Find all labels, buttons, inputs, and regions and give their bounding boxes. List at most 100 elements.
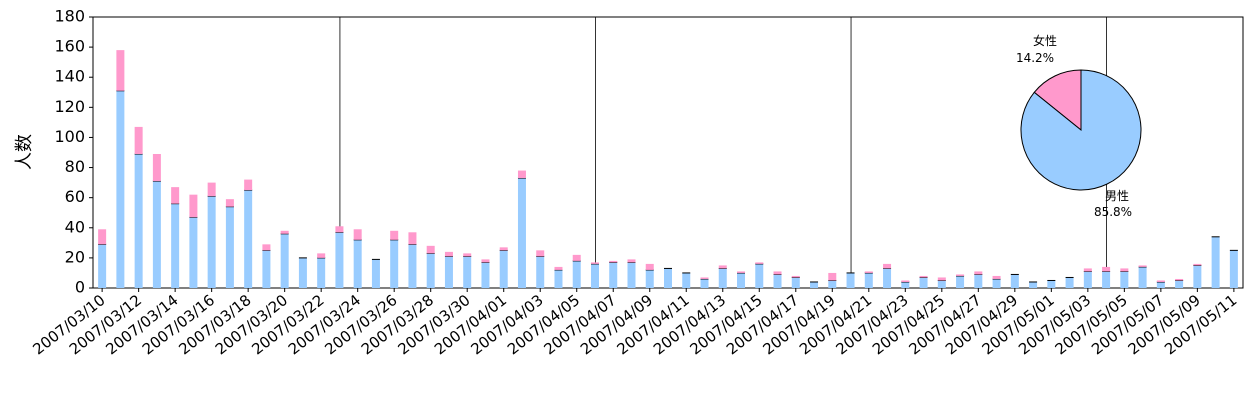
bar-segment: [171, 203, 180, 288]
bar-segment: [353, 239, 362, 288]
bar-segment: [919, 277, 928, 288]
bar-segment: [901, 281, 910, 288]
bar-segment: [1175, 280, 1184, 288]
bar-segment: [846, 272, 855, 288]
y-tick-label: 160: [54, 37, 85, 56]
bar-segment: [718, 265, 727, 269]
y-tick-label: 180: [54, 7, 85, 26]
bar-segment: [883, 263, 892, 269]
bar-segment: [627, 259, 636, 263]
bar-segment: [864, 272, 873, 288]
bar-segment: [171, 187, 180, 204]
bar-segment: [572, 260, 581, 288]
bar-segment: [737, 272, 746, 288]
y-tick-label: 80: [65, 157, 85, 176]
bar-segment: [98, 244, 107, 288]
bar-segment: [590, 263, 599, 288]
bar-segment: [335, 226, 344, 233]
bar-segment: [1138, 266, 1147, 288]
bar-segment: [353, 229, 362, 240]
bar-segment: [1102, 266, 1111, 272]
bar-segment: [700, 278, 709, 288]
y-tick-label: 40: [65, 217, 85, 236]
bar-segment: [426, 253, 435, 288]
bar-segment: [408, 244, 417, 288]
pie-slice: [1020, 69, 1142, 191]
bar-segment: [1138, 265, 1147, 267]
bar-segment: [937, 277, 946, 281]
bar-segment: [609, 260, 618, 263]
bar-segment: [974, 271, 983, 275]
y-axis-label: 人数: [14, 134, 35, 170]
bar-segment: [444, 251, 453, 257]
bar-segment: [116, 90, 125, 289]
bar-segment: [590, 262, 599, 264]
bar-segment: [1229, 250, 1238, 288]
bar-segment: [536, 250, 545, 257]
bar-segment: [1010, 274, 1019, 288]
bar-segment: [152, 154, 161, 182]
y-tick-label: 100: [54, 127, 85, 146]
bar-segment: [152, 181, 161, 288]
bar-segment: [554, 269, 563, 288]
bar-segment: [207, 196, 216, 288]
bar-segment: [718, 268, 727, 288]
bar-segment: [1193, 263, 1202, 266]
bar-segment: [499, 250, 508, 288]
bar-segment: [335, 232, 344, 288]
bar-segment: [1175, 278, 1184, 281]
bar-segment: [645, 269, 654, 288]
pie-value-label: 85.8%: [1094, 205, 1132, 219]
y-tick-label: 20: [65, 247, 85, 266]
bar-segment: [1156, 280, 1165, 282]
bar-segment: [244, 190, 253, 288]
bar-segment: [244, 179, 253, 191]
bar-segment: [481, 259, 490, 263]
bar-segment: [298, 257, 307, 288]
bar-segment: [919, 275, 928, 278]
bar-segment: [1156, 281, 1165, 288]
bar-segment: [755, 262, 764, 264]
bar-segment: [262, 244, 271, 251]
bar-segment: [828, 280, 837, 288]
bar-segment: [974, 274, 983, 288]
y-tick-label: 120: [54, 97, 85, 116]
bar-segment: [645, 263, 654, 270]
bar-segment: [1065, 277, 1074, 288]
bar-segment: [189, 194, 198, 218]
bar-segment: [1102, 271, 1111, 288]
bar-segment: [791, 275, 800, 278]
bar-segment: [956, 275, 965, 288]
bar-segment: [426, 245, 435, 254]
bar-segment: [444, 256, 453, 288]
bar-segment: [864, 271, 873, 273]
bar-segment: [664, 268, 672, 288]
pie-value-label: 14.2%: [1016, 51, 1054, 65]
bar-segment: [755, 263, 764, 288]
pie-label: 男性: [1105, 189, 1129, 203]
bar-segment: [1047, 280, 1056, 288]
bar-segment: [408, 232, 417, 245]
bar-segment: [1193, 265, 1202, 288]
bar-segment: [1029, 281, 1038, 288]
bar-segment: [1083, 271, 1092, 288]
y-tick-label: 60: [65, 187, 85, 206]
bar-segment: [116, 50, 125, 91]
bar-segment: [1083, 268, 1092, 272]
bar-segment: [609, 262, 618, 288]
bar-segment: [317, 253, 326, 258]
bar-segment: [463, 256, 472, 288]
bar-segment: [371, 259, 380, 288]
bar-segment: [773, 274, 782, 288]
bar-segment: [700, 277, 709, 279]
bar-segment: [828, 272, 837, 281]
bar-segment: [992, 275, 1001, 279]
bar-segment: [225, 206, 234, 288]
y-tick-label: 0: [75, 278, 85, 297]
bar-segment: [189, 217, 198, 288]
bar-segment: [791, 277, 800, 288]
bar-segment: [572, 254, 581, 261]
pie-label: 女性: [1033, 33, 1057, 48]
bar-segment: [463, 253, 472, 257]
